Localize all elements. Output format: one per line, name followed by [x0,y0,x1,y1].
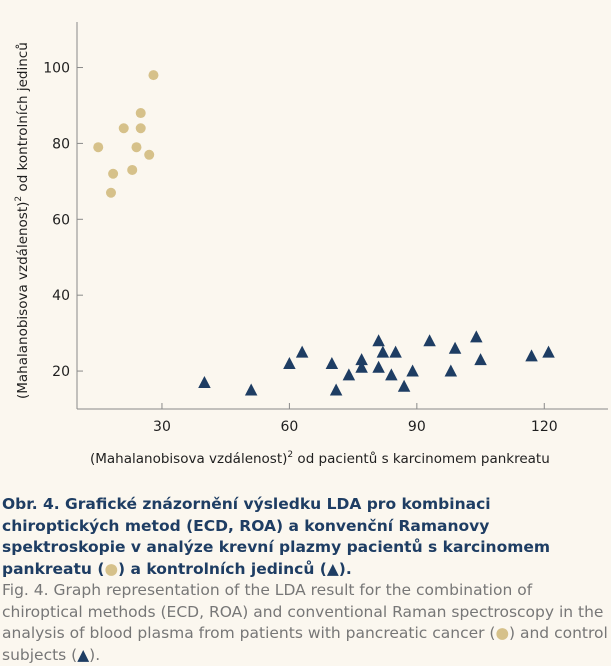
patient-point-triangle [376,345,390,358]
caption-czech-mid: ) a kontrolních jedinců ( [117,559,327,578]
caption-english-end: ). [89,645,101,664]
x-axis-title-main: (Mahalanobisova vzdálenost) [90,451,287,467]
x-tick-label: 60 [280,419,298,435]
y-axis-title: (Mahalanobisova vzdálenost)2 od kontroln… [14,42,31,399]
y-tick-label: 100 [43,61,70,77]
control-point-circle [144,149,155,160]
scatter-chart: 20 40 60 80 100 30 60 90 120 (Mahalanobisova vz… [14,22,608,467]
patient-point-triangle [372,360,385,373]
patient-point-triangle [329,383,343,396]
circle-symbol-icon: ● [495,624,510,642]
y-axis-title-rest: od kontrolních jedinců [15,42,31,196]
control-point-circle [105,187,116,198]
control-point-circle [93,142,104,153]
patient-point-triangle [397,379,411,392]
patient-point-triangle [406,364,419,377]
patient-point-triangle [444,364,458,377]
control-point-circle [108,168,119,179]
x-axis-title-rest: od pacientů s karcinomem pankreatu [293,451,550,467]
x-tick-group: 30 60 90 120 [153,403,558,435]
y-tick-label: 80 [52,136,70,152]
control-point-circle [148,70,159,81]
patient-point-triangle [372,334,385,347]
patient-point-triangle [474,353,487,366]
patient-point-triangle [525,349,538,362]
patient-point-triangle [355,360,368,373]
x-axis-title: (Mahalanobisova vzdálenost)2 od pacientů… [90,450,550,467]
patient-point-triangle [244,383,258,396]
y-tick-label: 40 [52,288,70,304]
figure-caption: Obr. 4. Grafické znázornění výsledku LDA… [2,494,608,666]
patient-point-triangle [448,341,462,354]
x-tick-label: 30 [153,419,171,435]
control-point-circle [135,123,146,134]
data-points-group [93,70,555,396]
patient-point-triangle [423,334,436,347]
patient-point-triangle [542,345,555,358]
control-point-circle [118,123,129,134]
triangle-symbol-icon: ▲ [77,645,90,664]
caption-czech: Obr. 4. Grafické znázornění výsledku LDA… [2,494,608,580]
circle-symbol-icon: ● [104,559,118,578]
y-tick-label: 20 [52,364,70,380]
patient-point-triangle [342,368,356,381]
x-tick-label: 90 [408,419,426,435]
triangle-symbol-icon: ▲ [326,559,339,578]
x-axis-title-sup: 2 [287,450,293,460]
patient-point-triangle [198,375,211,388]
control-point-circle [127,164,138,175]
y-tick-label: 60 [52,212,70,228]
patient-point-triangle [325,356,339,369]
patient-point-triangle [389,345,402,358]
y-tick-group: 20 40 60 80 100 [43,61,83,380]
patient-point-triangle [385,368,398,381]
patient-point-triangle [283,356,296,369]
y-axis-title-sup: 2 [14,196,24,202]
control-point-circle [135,108,146,119]
x-tick-label: 120 [531,419,558,435]
control-point-circle [131,142,142,153]
caption-english: Fig. 4. Graph representation of the LDA … [2,580,608,666]
patient-point-triangle [355,353,368,366]
patient-point-triangle [470,330,483,343]
caption-czech-text: Obr. 4. Grafické znázornění výsledku LDA… [2,495,551,578]
caption-czech-end: ). [338,559,352,578]
patient-point-triangle [295,345,309,358]
y-axis-title-main: (Mahalanobisova vzdálenost) [15,202,31,399]
